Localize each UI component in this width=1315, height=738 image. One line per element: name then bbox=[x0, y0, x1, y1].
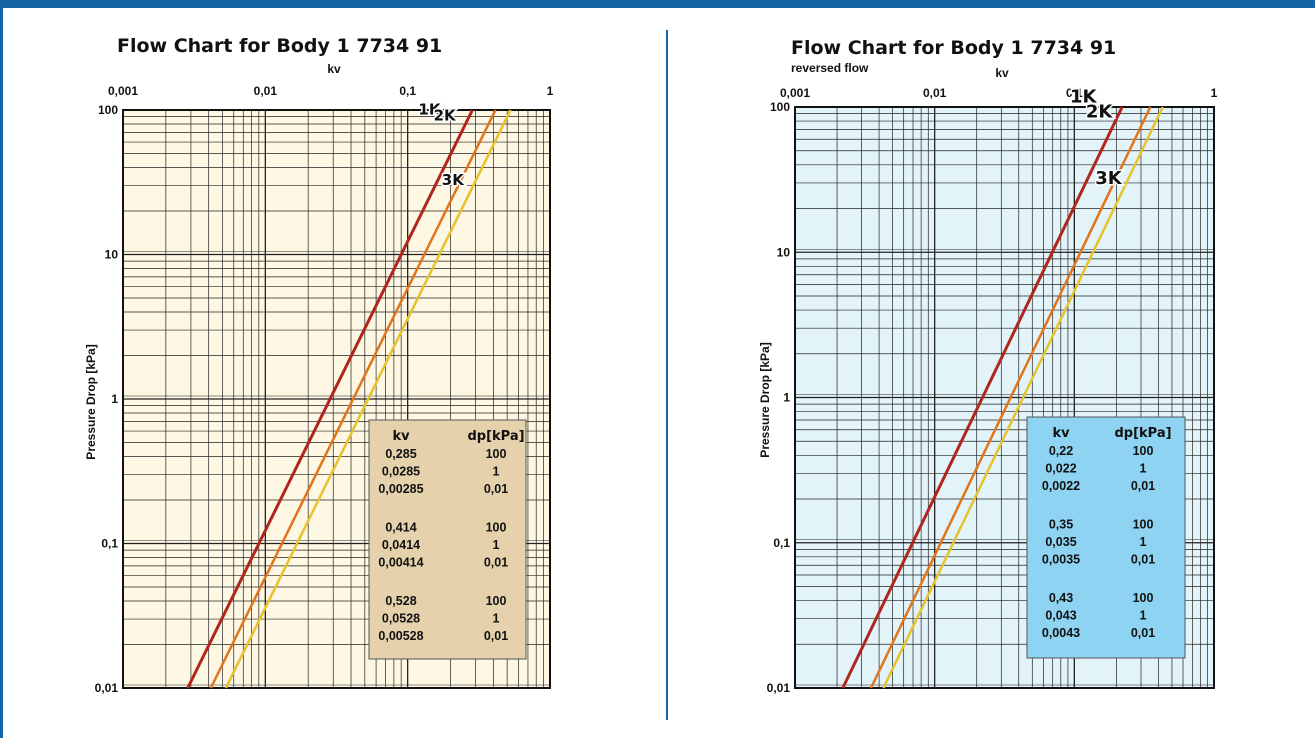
table-cell-dp: 100 bbox=[1133, 444, 1154, 458]
series-label-1k: 1K bbox=[1070, 86, 1098, 107]
y-tick-label: 0,01 bbox=[767, 681, 791, 695]
left-brand-bar bbox=[0, 0, 3, 738]
table-cell-kv: 0,022 bbox=[1045, 462, 1076, 476]
series-label-3k: 3K bbox=[1095, 168, 1123, 189]
table-cell-kv: 0,285 bbox=[385, 447, 416, 461]
table-cell-dp: 1 bbox=[493, 465, 500, 479]
table-cell-dp: 100 bbox=[1133, 518, 1154, 532]
table-cell-kv: 0,00528 bbox=[378, 629, 423, 643]
y-tick-label: 0,1 bbox=[773, 536, 790, 550]
kv-table: kv dp[kPa] 0,285 100 0,0285 1 0,00285 0,01 0,414… bbox=[368, 419, 527, 660]
series-label-3k: 3K bbox=[442, 171, 465, 189]
kv-table-box bbox=[368, 419, 527, 660]
table-cell-kv: 0,0022 bbox=[1042, 479, 1080, 493]
series-line-3k bbox=[224, 109, 512, 689]
y-tick-label: 100 bbox=[770, 100, 790, 114]
table-header-dp: dp[kPa] bbox=[467, 429, 524, 444]
table-cell-dp: 0,01 bbox=[1131, 553, 1155, 567]
kv-table: kv dp[kPa] 0,22 100 0,022 1 0,0022 0,01 0,35 100 0… bbox=[1026, 416, 1186, 659]
series-line-1k bbox=[186, 109, 474, 689]
table-cell-kv: 0,414 bbox=[385, 521, 416, 535]
table-cell-dp: 0,01 bbox=[484, 629, 508, 643]
table-cell-kv: 0,0285 bbox=[382, 465, 420, 479]
x-tick-label: 0,1 bbox=[399, 84, 416, 98]
y-axis-label: Pressure Drop [kPa] bbox=[758, 342, 772, 457]
x-tick-label: 0,001 bbox=[780, 86, 810, 100]
table-cell-kv: 0,22 bbox=[1049, 444, 1073, 458]
flow-chart-left: Flow Chart for Body 1 7734 91 kv Pressur… bbox=[84, 35, 554, 695]
table-cell-dp: 100 bbox=[486, 447, 507, 461]
table-cell-kv: 0,43 bbox=[1049, 591, 1073, 605]
chart-title: Flow Chart for Body 1 7734 91 bbox=[117, 35, 442, 57]
y-tick-label: 1 bbox=[111, 392, 118, 406]
grid bbox=[794, 107, 1214, 689]
x-tick-label: 0,01 bbox=[254, 84, 278, 98]
table-cell-dp: 100 bbox=[1133, 591, 1154, 605]
table-cell-kv: 0,00285 bbox=[378, 482, 423, 496]
chart-subtitle: reversed flow bbox=[791, 61, 869, 75]
chart-title: Flow Chart for Body 1 7734 91 bbox=[791, 37, 1116, 59]
table-cell-kv: 0,528 bbox=[385, 594, 416, 608]
table-cell-dp: 1 bbox=[1140, 609, 1147, 623]
y-tick-label: 10 bbox=[105, 248, 119, 262]
x-tick-label: 1 bbox=[1211, 86, 1218, 100]
table-header-kv: kv bbox=[392, 429, 410, 444]
series-line-2k bbox=[209, 109, 497, 689]
table-cell-dp: 100 bbox=[486, 594, 507, 608]
x-tick-label: 0,001 bbox=[108, 84, 138, 98]
table-cell-kv: 0,0528 bbox=[382, 612, 420, 626]
y-axis-label: Pressure Drop [kPa] bbox=[84, 344, 98, 459]
y-tick-label: 1 bbox=[783, 391, 790, 405]
series-line-3k bbox=[882, 106, 1164, 689]
table-cell-kv: 0,0414 bbox=[382, 538, 420, 552]
table-cell-dp: 1 bbox=[1140, 535, 1147, 549]
series-label-2k: 2K bbox=[434, 106, 457, 124]
kv-table-box bbox=[1026, 416, 1186, 659]
series-line-2k bbox=[869, 106, 1152, 689]
table-cell-dp: 0,01 bbox=[1131, 479, 1155, 493]
plot-frame bbox=[794, 106, 1215, 689]
y-tick-label: 100 bbox=[98, 103, 118, 117]
series-line-1k bbox=[841, 106, 1124, 689]
series-label-2k: 2K bbox=[1086, 101, 1114, 122]
table-cell-kv: 0,35 bbox=[1049, 518, 1073, 532]
table-cell-dp: 1 bbox=[493, 538, 500, 552]
plot-frame bbox=[122, 109, 551, 689]
top-brand-bar bbox=[0, 0, 1315, 8]
table-cell-dp: 1 bbox=[493, 612, 500, 626]
table-cell-dp: 0,01 bbox=[1131, 626, 1155, 640]
y-tick-label: 0,01 bbox=[95, 681, 119, 695]
x-tick-label: 0,1 bbox=[1066, 86, 1083, 100]
x-axis-label: kv bbox=[327, 62, 341, 76]
table-cell-kv: 0,035 bbox=[1045, 535, 1076, 549]
table-cell-dp: 0,01 bbox=[484, 556, 508, 570]
y-tick-label: 0,1 bbox=[101, 537, 118, 551]
x-axis-label: kv bbox=[995, 66, 1009, 80]
chart-divider bbox=[666, 30, 668, 720]
table-cell-dp: 100 bbox=[486, 521, 507, 535]
table-cell-kv: 0,0043 bbox=[1042, 626, 1080, 640]
table-header-kv: kv bbox=[1052, 426, 1070, 441]
table-cell-kv: 0,00414 bbox=[378, 556, 423, 570]
y-tick-label: 10 bbox=[777, 245, 791, 259]
table-cell-dp: 1 bbox=[1140, 462, 1147, 476]
x-tick-label: 0,01 bbox=[923, 86, 947, 100]
table-cell-kv: 0,043 bbox=[1045, 609, 1076, 623]
table-cell-kv: 0,0035 bbox=[1042, 553, 1080, 567]
series-label-1k: 1K bbox=[418, 100, 441, 118]
table-cell-dp: 0,01 bbox=[484, 482, 508, 496]
x-tick-label: 1 bbox=[547, 84, 554, 98]
table-header-dp: dp[kPa] bbox=[1114, 426, 1171, 441]
